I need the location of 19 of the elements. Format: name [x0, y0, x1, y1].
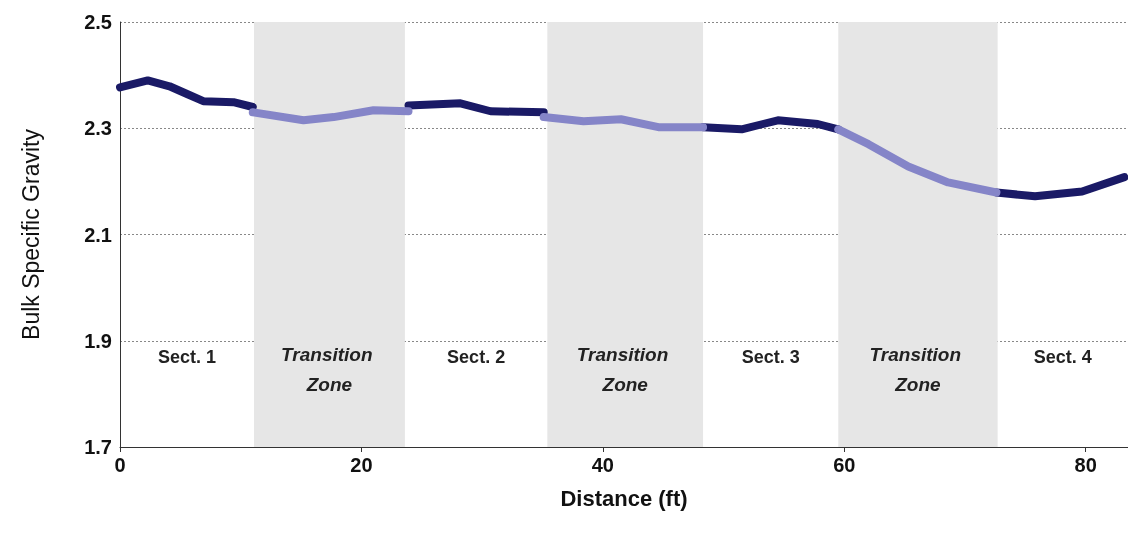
x-tick-label: 60 — [833, 454, 856, 476]
y-axis-title: Bulk Specific Gravity — [17, 128, 44, 340]
band-label: Transition Zone — [869, 343, 967, 395]
annotation: Sect. 1 — [157, 347, 217, 367]
y-tick-label: 1.7 — [84, 436, 112, 458]
annotation: Sect. 4 — [1033, 347, 1092, 367]
y-tick-label: 2.5 — [84, 11, 112, 33]
annotation: Sect. 2 — [447, 347, 506, 367]
x-tick-label: 80 — [1074, 454, 1097, 476]
x-axis-title: Distance (ft) — [560, 485, 688, 511]
y-tick-label: 2.1 — [84, 223, 112, 246]
x-tick-label: 0 — [114, 454, 126, 476]
y-tick-label: 1.9 — [84, 329, 112, 352]
y-tick-label: 2.3 — [84, 117, 112, 140]
annotation: Sect. 3 — [741, 347, 800, 367]
x-tick-label: 40 — [591, 454, 614, 476]
band-label: Transition Zone — [281, 343, 378, 395]
x-tick-label: 20 — [350, 454, 373, 476]
band-label: Transition Zone — [576, 343, 674, 395]
